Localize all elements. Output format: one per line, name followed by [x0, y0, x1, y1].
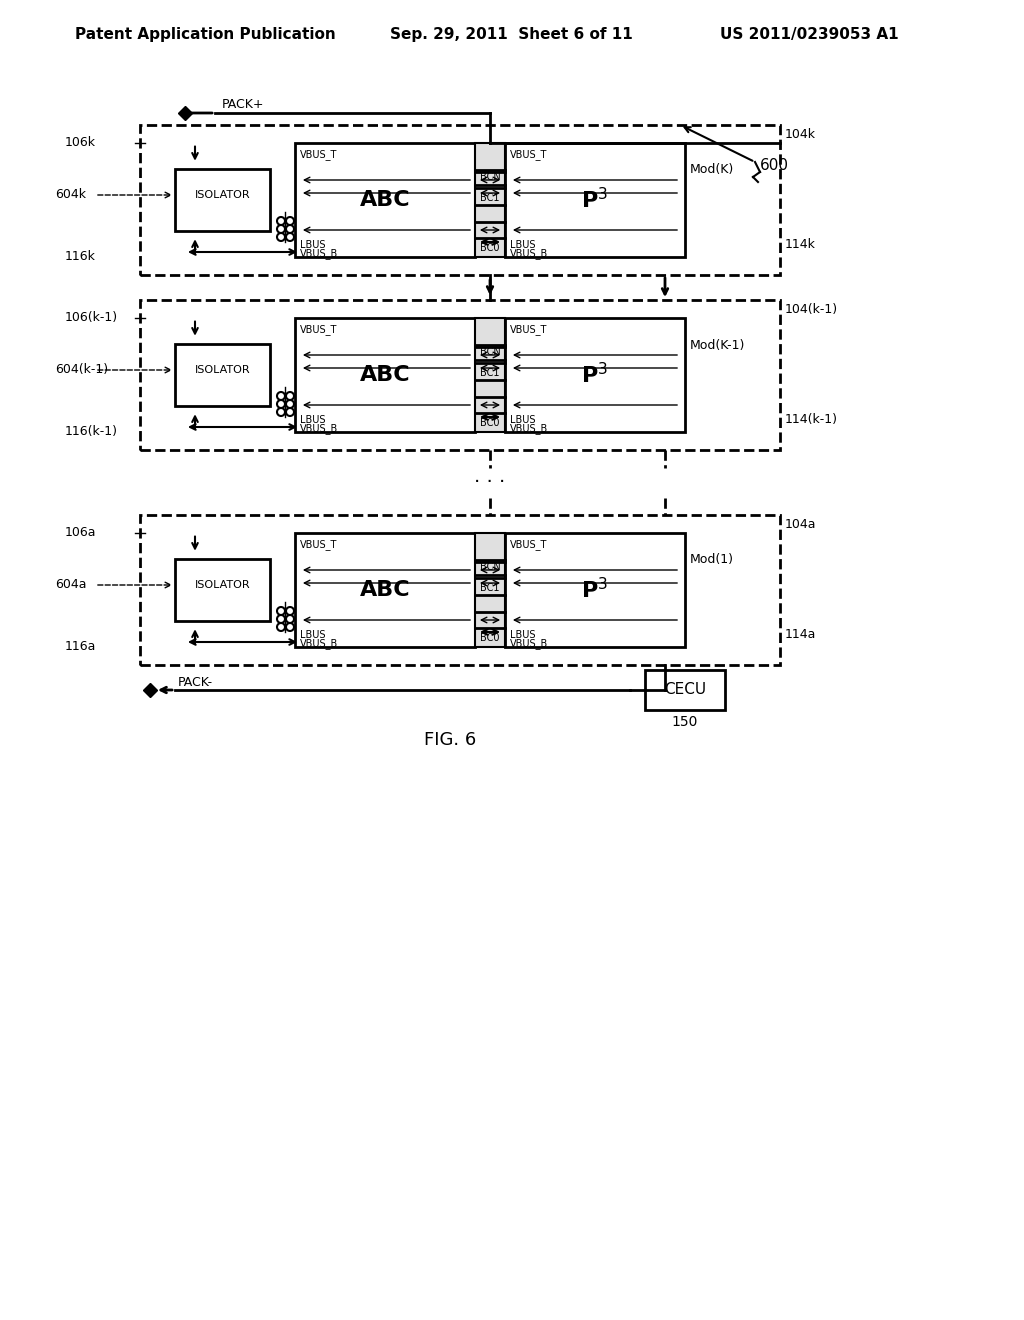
Text: P$^3$: P$^3$ — [582, 187, 608, 213]
Bar — [505, 533, 685, 647]
Bar — [140, 300, 780, 450]
Text: LBUS: LBUS — [300, 414, 326, 425]
Text: Sep. 29, 2011  Sheet 6 of 11: Sep. 29, 2011 Sheet 6 of 11 — [390, 28, 633, 42]
Text: VBUS_T: VBUS_T — [300, 325, 337, 335]
Text: BCN: BCN — [479, 562, 501, 572]
Bar — [140, 125, 780, 275]
Text: 104k: 104k — [785, 128, 816, 141]
Bar — [475, 318, 505, 432]
Text: BC1: BC1 — [480, 583, 500, 593]
Text: VBUS_B: VBUS_B — [300, 639, 338, 649]
Bar — [295, 533, 475, 647]
Text: · · ·: · · · — [474, 473, 506, 492]
Text: 106a: 106a — [65, 527, 96, 540]
Text: 104a: 104a — [785, 519, 816, 532]
Text: ABC: ABC — [359, 579, 411, 601]
Text: 114(k-1): 114(k-1) — [785, 413, 838, 426]
Text: 106k: 106k — [65, 136, 96, 149]
Text: 106(k-1): 106(k-1) — [65, 312, 118, 325]
Text: VBUS_B: VBUS_B — [510, 248, 548, 260]
Text: 604k: 604k — [55, 189, 86, 202]
Text: Mod(K-1): Mod(K-1) — [690, 338, 745, 351]
Text: BC1: BC1 — [480, 193, 500, 203]
Text: VBUS_B: VBUS_B — [300, 424, 338, 434]
Text: VBUS_T: VBUS_T — [510, 149, 548, 161]
Text: VBUS_T: VBUS_T — [510, 540, 548, 550]
Text: ABC: ABC — [359, 190, 411, 210]
Text: LBUS: LBUS — [510, 414, 536, 425]
Text: BC0: BC0 — [480, 418, 500, 428]
Text: ABC: ABC — [359, 366, 411, 385]
Bar — [295, 143, 475, 257]
Text: 104(k-1): 104(k-1) — [785, 304, 838, 317]
Bar — [295, 318, 475, 432]
Text: VBUS_T: VBUS_T — [300, 540, 337, 550]
Text: 114k: 114k — [785, 239, 816, 252]
Bar — [505, 143, 685, 257]
Text: FIG. 6: FIG. 6 — [424, 731, 476, 748]
Text: ISOLATOR: ISOLATOR — [195, 366, 250, 375]
Bar — [175, 343, 270, 407]
Text: 116a: 116a — [65, 640, 96, 653]
Text: LBUS: LBUS — [510, 240, 536, 249]
Text: BC0: BC0 — [480, 243, 500, 253]
Text: Mod(1): Mod(1) — [690, 553, 734, 566]
Text: ISOLATOR: ISOLATOR — [195, 579, 250, 590]
Text: BC0: BC0 — [480, 634, 500, 643]
Text: 114a: 114a — [785, 628, 816, 642]
Text: CECU: CECU — [664, 682, 707, 697]
Text: BC1: BC1 — [480, 368, 500, 378]
Text: 604(k-1): 604(k-1) — [55, 363, 109, 376]
Text: 116k: 116k — [65, 251, 96, 264]
Bar — [505, 318, 685, 432]
Text: VBUS_T: VBUS_T — [510, 325, 548, 335]
Bar — [475, 533, 505, 647]
Text: Patent Application Publication: Patent Application Publication — [75, 28, 336, 42]
Text: PACK+: PACK+ — [222, 99, 264, 111]
Text: 604a: 604a — [55, 578, 86, 591]
Text: BCN: BCN — [479, 172, 501, 182]
Text: US 2011/0239053 A1: US 2011/0239053 A1 — [720, 28, 899, 42]
Text: VBUS_B: VBUS_B — [510, 424, 548, 434]
Text: VBUS_B: VBUS_B — [300, 248, 338, 260]
Text: ISOLATOR: ISOLATOR — [195, 190, 250, 201]
Text: P$^3$: P$^3$ — [582, 577, 608, 603]
Text: 116(k-1): 116(k-1) — [65, 425, 118, 438]
Bar — [175, 169, 270, 231]
Bar — [140, 515, 780, 665]
Text: P$^3$: P$^3$ — [582, 363, 608, 388]
Bar — [175, 558, 270, 622]
Text: VBUS_B: VBUS_B — [510, 639, 548, 649]
Text: VBUS_T: VBUS_T — [300, 149, 337, 161]
Text: 150: 150 — [672, 715, 698, 729]
Text: PACK-: PACK- — [178, 676, 213, 689]
Bar — [475, 143, 505, 257]
Text: LBUS: LBUS — [300, 630, 326, 640]
Bar — [645, 671, 725, 710]
Text: Mod(K): Mod(K) — [690, 164, 734, 177]
Text: LBUS: LBUS — [300, 240, 326, 249]
Text: LBUS: LBUS — [510, 630, 536, 640]
Text: 600: 600 — [760, 157, 790, 173]
Text: BCN: BCN — [479, 347, 501, 356]
